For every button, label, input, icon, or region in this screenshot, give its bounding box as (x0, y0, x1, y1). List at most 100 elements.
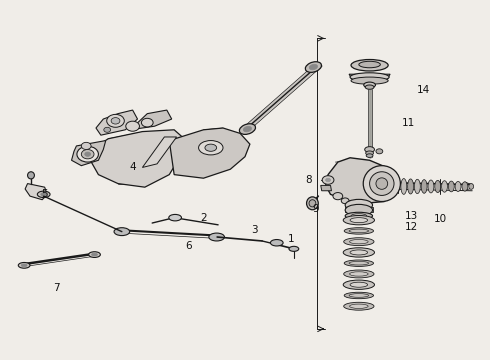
Ellipse shape (376, 149, 383, 154)
Ellipse shape (351, 214, 367, 218)
Ellipse shape (344, 292, 373, 299)
Ellipse shape (209, 233, 224, 241)
Ellipse shape (415, 179, 420, 194)
Ellipse shape (240, 124, 255, 134)
Ellipse shape (114, 228, 130, 235)
Ellipse shape (469, 184, 474, 189)
Ellipse shape (462, 182, 468, 191)
Ellipse shape (441, 181, 447, 192)
Ellipse shape (27, 172, 34, 179)
Ellipse shape (307, 197, 318, 210)
Ellipse shape (37, 191, 50, 198)
Ellipse shape (349, 272, 368, 276)
Ellipse shape (435, 180, 441, 193)
Ellipse shape (81, 149, 94, 159)
Ellipse shape (322, 176, 334, 184)
Ellipse shape (169, 215, 181, 221)
Ellipse shape (363, 166, 400, 202)
Ellipse shape (350, 250, 368, 255)
Polygon shape (169, 128, 250, 178)
Polygon shape (143, 137, 176, 167)
Text: 5: 5 (41, 189, 48, 199)
Text: 13: 13 (405, 211, 418, 221)
Ellipse shape (126, 121, 140, 131)
Ellipse shape (345, 212, 372, 220)
Ellipse shape (111, 118, 120, 124)
Ellipse shape (21, 264, 27, 267)
Text: 2: 2 (200, 213, 207, 222)
Ellipse shape (198, 140, 223, 155)
Ellipse shape (270, 239, 283, 246)
Ellipse shape (326, 178, 331, 182)
Ellipse shape (359, 61, 380, 68)
Ellipse shape (92, 253, 98, 256)
Ellipse shape (455, 181, 461, 192)
Ellipse shape (205, 144, 217, 151)
Ellipse shape (376, 178, 388, 189)
Ellipse shape (345, 199, 372, 211)
Polygon shape (25, 184, 47, 200)
Polygon shape (96, 110, 138, 135)
Ellipse shape (309, 64, 318, 70)
Ellipse shape (77, 146, 98, 162)
Ellipse shape (343, 280, 374, 289)
Ellipse shape (341, 198, 349, 204)
Ellipse shape (244, 126, 251, 132)
Ellipse shape (351, 77, 388, 84)
Ellipse shape (349, 294, 368, 297)
Ellipse shape (289, 246, 299, 251)
Ellipse shape (401, 179, 407, 194)
Polygon shape (321, 185, 331, 191)
Ellipse shape (344, 228, 373, 234)
Ellipse shape (369, 172, 394, 195)
Polygon shape (349, 74, 390, 80)
Text: 12: 12 (405, 222, 418, 231)
Ellipse shape (343, 302, 374, 310)
Ellipse shape (345, 204, 372, 216)
Ellipse shape (343, 248, 374, 257)
Text: 9: 9 (313, 204, 319, 214)
Text: 3: 3 (251, 225, 258, 235)
Text: 4: 4 (129, 162, 136, 172)
Ellipse shape (349, 229, 368, 233)
Ellipse shape (350, 218, 368, 223)
Ellipse shape (107, 114, 124, 127)
Ellipse shape (104, 127, 111, 132)
Ellipse shape (89, 252, 100, 257)
Ellipse shape (365, 85, 374, 89)
Ellipse shape (448, 181, 454, 192)
Ellipse shape (81, 142, 91, 149)
Ellipse shape (421, 180, 427, 193)
Ellipse shape (349, 239, 368, 244)
Polygon shape (86, 130, 186, 187)
Ellipse shape (18, 262, 30, 268)
Ellipse shape (350, 73, 389, 81)
Ellipse shape (349, 261, 368, 265)
Ellipse shape (41, 193, 47, 196)
Ellipse shape (343, 270, 374, 278)
Text: 14: 14 (416, 85, 430, 95)
Ellipse shape (364, 82, 375, 88)
Ellipse shape (344, 260, 373, 266)
Text: 11: 11 (402, 118, 416, 128)
Text: 10: 10 (434, 215, 447, 224)
Ellipse shape (408, 179, 414, 194)
Ellipse shape (350, 282, 368, 287)
Polygon shape (326, 158, 396, 203)
Ellipse shape (343, 238, 374, 246)
Ellipse shape (333, 193, 343, 200)
Polygon shape (130, 110, 172, 130)
Text: 7: 7 (53, 283, 60, 293)
Ellipse shape (351, 59, 388, 71)
Ellipse shape (366, 151, 373, 155)
Ellipse shape (343, 216, 374, 225)
Ellipse shape (365, 147, 374, 152)
Ellipse shape (428, 180, 434, 193)
Text: 8: 8 (305, 175, 312, 185)
Text: 1: 1 (288, 234, 294, 244)
Ellipse shape (349, 304, 368, 309)
Text: 6: 6 (186, 241, 192, 251)
Ellipse shape (366, 154, 373, 157)
Ellipse shape (142, 118, 153, 127)
Ellipse shape (85, 152, 91, 156)
